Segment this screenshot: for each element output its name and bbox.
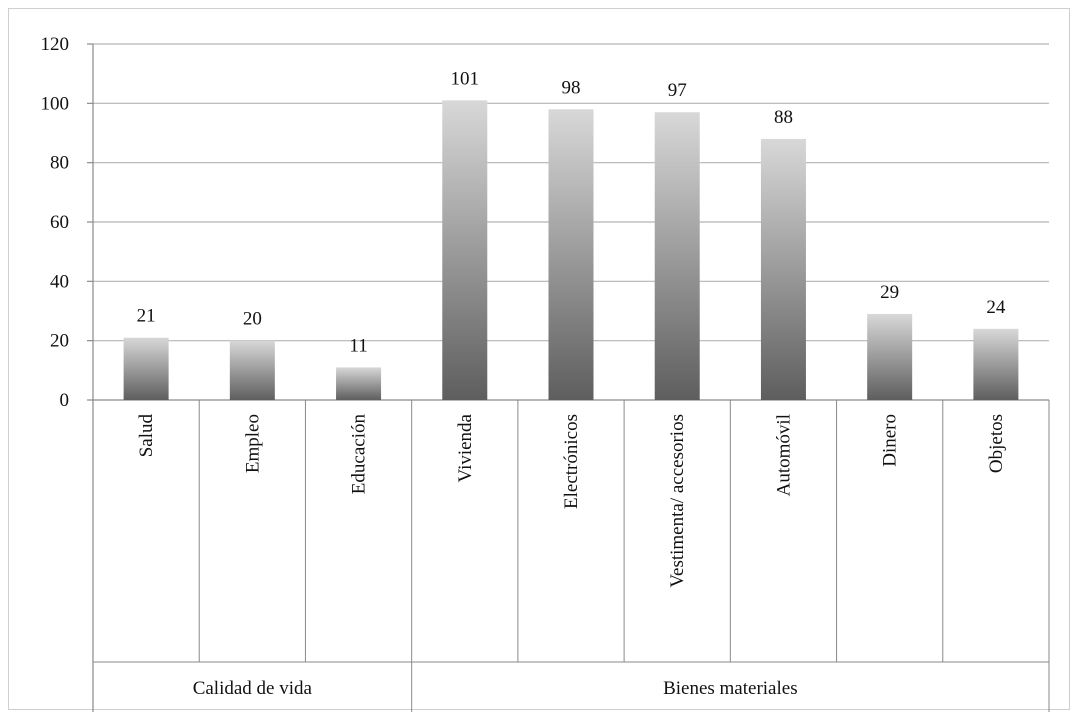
y-tick-label-100: 100 xyxy=(41,93,70,114)
y-tick-label-40: 40 xyxy=(50,271,69,292)
data-label-7: 88 xyxy=(774,107,793,128)
bar-1 xyxy=(123,337,169,400)
bar-5 xyxy=(548,109,594,401)
bar-3 xyxy=(336,367,382,400)
y-tick-label-60: 60 xyxy=(50,212,69,233)
data-label-5: 98 xyxy=(562,77,581,98)
category-labels: Salud Empleo Educación Vivienda Electrónicos… xyxy=(136,413,1007,587)
data-label-2: 20 xyxy=(243,309,262,330)
category-label-4: Vivienda xyxy=(455,413,476,482)
y-tick-label-80: 80 xyxy=(50,153,69,174)
y-tick-label-0: 0 xyxy=(60,390,70,411)
bar-7 xyxy=(760,138,806,400)
bar-8 xyxy=(867,313,913,400)
data-label-3: 11 xyxy=(349,335,367,356)
category-label-7: Automóvil xyxy=(773,414,794,496)
category-label-5: Electrónicos xyxy=(561,414,582,509)
data-label-6: 97 xyxy=(668,80,687,101)
data-label-1: 21 xyxy=(137,306,156,327)
bar-2 xyxy=(229,340,275,400)
category-label-8: Dinero xyxy=(880,414,901,467)
category-label-9: Objetos xyxy=(986,414,1007,473)
bars xyxy=(123,100,1019,401)
bar-4 xyxy=(442,100,488,400)
bar-9 xyxy=(973,328,1019,400)
data-label-8: 29 xyxy=(880,282,899,303)
group-labels: Calidad de vida Bienes materiales xyxy=(193,678,798,699)
y-tick-label-20: 20 xyxy=(50,331,69,352)
data-label-9: 24 xyxy=(986,297,1006,318)
group-label-2: Bienes materiales xyxy=(663,678,798,699)
data-label-4: 101 xyxy=(451,68,480,89)
y-tick-label-120: 120 xyxy=(41,34,70,55)
category-label-6: Vestimenta/ accesorios xyxy=(667,414,688,588)
category-label-2: Empleo xyxy=(242,414,263,473)
bar-6 xyxy=(654,112,700,400)
data-labels: 21 20 11 101 98 97 88 29 24 xyxy=(137,68,1006,356)
category-label-1: Salud xyxy=(136,414,157,458)
group-label-1: Calidad de vida xyxy=(193,678,313,699)
category-label-3: Educación xyxy=(349,414,370,495)
